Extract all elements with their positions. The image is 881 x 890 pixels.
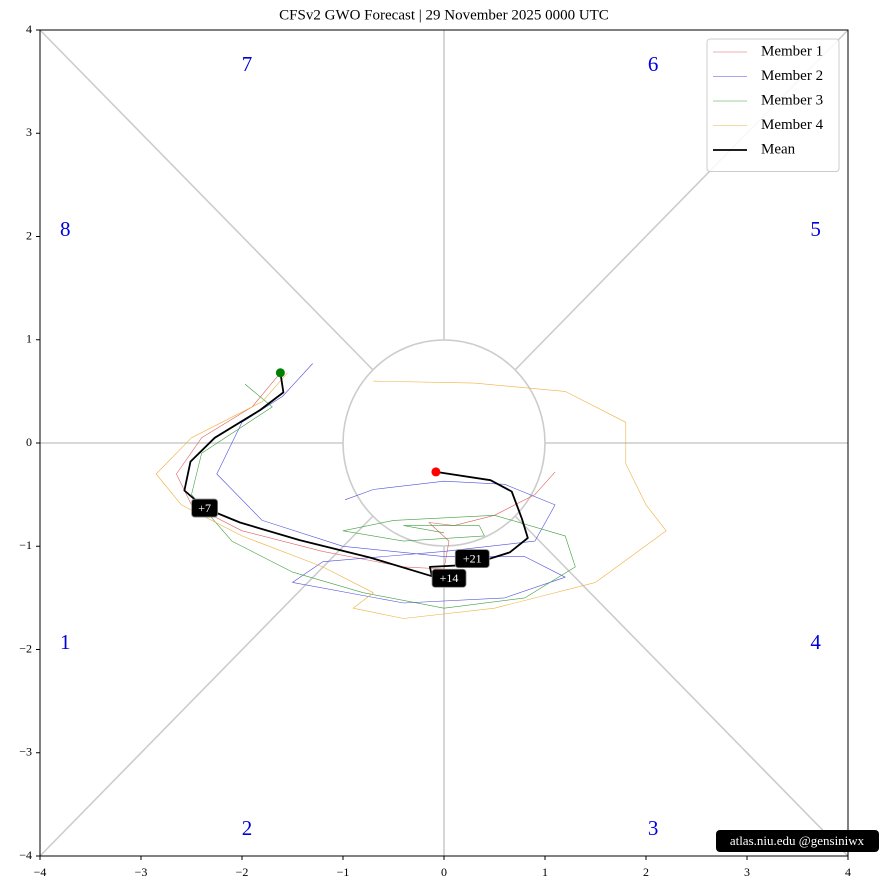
legend-label: Member 3 bbox=[761, 92, 823, 108]
start-marker bbox=[275, 368, 285, 378]
series-line bbox=[155, 372, 667, 619]
x-tick-label: 2 bbox=[643, 865, 649, 879]
legend: Member 1 Member 2 Member 3 Member 4 Mean bbox=[706, 38, 840, 172]
unit-circle bbox=[342, 339, 546, 547]
y-tick-label: −1 bbox=[19, 538, 32, 552]
legend-label: Member 4 bbox=[761, 117, 824, 133]
phase-label: 1 bbox=[60, 630, 71, 654]
x-tick-label: −3 bbox=[135, 865, 148, 879]
phase-label: 3 bbox=[648, 816, 659, 840]
x-tick-label: −2 bbox=[236, 865, 249, 879]
annotation: +7 bbox=[198, 501, 211, 515]
watermark: atlas.niu.edu @gensiniwx bbox=[730, 833, 865, 848]
y-tick-label: 2 bbox=[26, 228, 32, 242]
y-tick-label: 3 bbox=[26, 125, 32, 139]
phase-label: 7 bbox=[242, 52, 253, 76]
ref-line bbox=[514, 515, 849, 857]
x-tick-label: 0 bbox=[441, 865, 447, 879]
y-tick-label: −2 bbox=[19, 641, 32, 655]
ref-line bbox=[39, 515, 374, 857]
x-tick-label: −4 bbox=[34, 865, 47, 879]
y-tick-label: 0 bbox=[26, 435, 32, 449]
y-tick-label: −4 bbox=[19, 848, 32, 862]
legend-label: Member 2 bbox=[761, 68, 823, 84]
phase-label: 6 bbox=[648, 52, 659, 76]
end-marker bbox=[431, 467, 441, 477]
x-tick-label: 3 bbox=[744, 865, 750, 879]
phase-label: 5 bbox=[810, 217, 821, 241]
annotation-box bbox=[431, 568, 467, 588]
x-tick-label: −1 bbox=[337, 865, 350, 879]
phase-label: 4 bbox=[810, 630, 821, 654]
watermark-box bbox=[716, 830, 879, 852]
legend-box bbox=[706, 38, 840, 172]
y-tick-label: 1 bbox=[26, 332, 32, 346]
annotation: +21 bbox=[463, 551, 482, 565]
annotation-box bbox=[454, 549, 490, 569]
ref-line bbox=[39, 29, 374, 371]
series-line bbox=[216, 363, 566, 604]
series-line bbox=[191, 383, 576, 609]
x-tick-label: 1 bbox=[542, 865, 548, 879]
x-tick-label: 4 bbox=[845, 865, 851, 879]
phase-label: 8 bbox=[60, 217, 71, 241]
phase-label: 2 bbox=[242, 816, 253, 840]
legend-label: Mean bbox=[761, 141, 796, 157]
legend-label: Member 1 bbox=[761, 43, 823, 59]
series-line bbox=[183, 372, 529, 578]
series-line bbox=[176, 372, 556, 570]
y-tick-label: 4 bbox=[26, 22, 32, 36]
annotation-box bbox=[191, 498, 219, 518]
annotation: +14 bbox=[440, 571, 459, 585]
y-tick-label: −3 bbox=[19, 745, 32, 759]
chart-title: CFSv2 GWO Forecast | 29 November 2025 00… bbox=[279, 7, 609, 23]
